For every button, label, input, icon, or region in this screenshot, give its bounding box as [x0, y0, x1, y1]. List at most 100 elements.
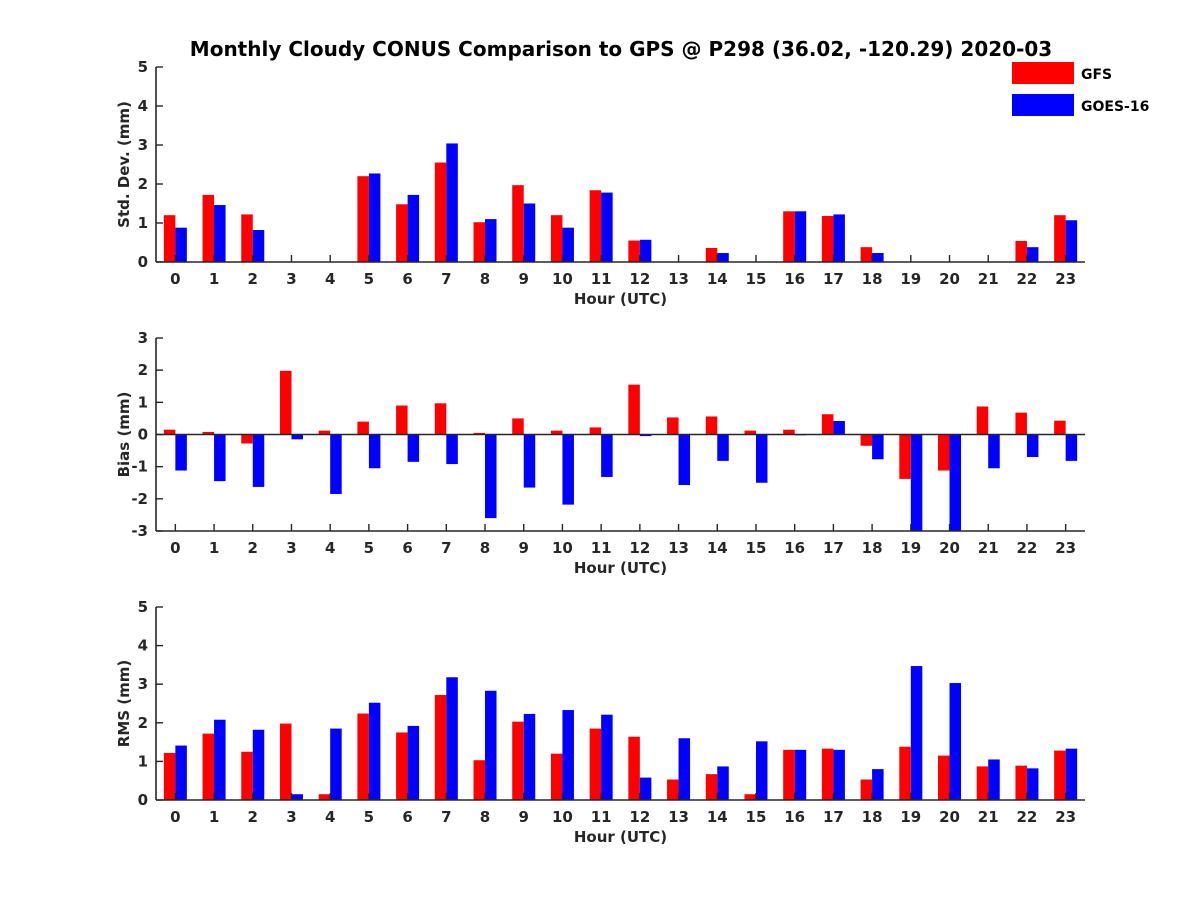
- std-dev-bar-goes16-hour-17: [833, 214, 845, 262]
- std-dev-bar-gfs-hour-8: [473, 222, 486, 262]
- std-dev-bar-goes16-hour-10: [562, 227, 574, 262]
- rms-bar-goes16-hour-23: [1065, 748, 1078, 800]
- bias-bar-goes16-hour-3: [291, 434, 303, 440]
- rms-x-tick-label: 23: [1055, 808, 1076, 826]
- rms-bar-gfs-hour-12: [628, 736, 640, 800]
- rms-bar-gfs-hour-5: [357, 713, 369, 800]
- rms-bar-gfs-hour-21: [976, 766, 989, 800]
- std-dev-bar-gfs-hour-7: [434, 162, 447, 262]
- std-dev-bar-goes16-hour-18: [872, 253, 884, 262]
- rms-bar-gfs-hour-8: [473, 760, 486, 800]
- std-dev-x-tick-label: 0: [170, 270, 180, 288]
- bias-bar-gfs-hour-7: [434, 403, 447, 435]
- bias-bar-gfs-hour-4: [318, 430, 331, 435]
- rms-bar-goes16-hour-7: [446, 677, 458, 800]
- std-dev-x-tick-label: 18: [862, 270, 883, 288]
- rms-x-tick-label: 15: [746, 808, 767, 826]
- rms-bar-goes16-hour-10: [562, 710, 574, 800]
- rms-bar-goes16-hour-20: [949, 683, 962, 800]
- rms-x-tick-label: 3: [286, 808, 296, 826]
- bias-x-axis-label: Hour (UTC): [574, 559, 667, 577]
- bias-bar-goes16-hour-4: [330, 434, 342, 495]
- rms-x-tick-label: 8: [480, 808, 490, 826]
- bias-x-tick-label: 13: [668, 539, 689, 557]
- bias-bar-gfs-hour-21: [976, 406, 989, 435]
- rms-bar-goes16-hour-0: [175, 745, 187, 800]
- rms-bar-gfs-hour-9: [512, 721, 524, 800]
- bias-bar-gfs-hour-19: [899, 434, 911, 479]
- std-dev-bar-gfs-hour-14: [705, 247, 718, 262]
- bias-bar-gfs-hour-22: [1015, 412, 1027, 435]
- std-dev-bar-goes16-hour-5: [368, 173, 381, 262]
- bias-bar-gfs-hour-14: [705, 416, 718, 435]
- bias-x-tick-label: 14: [707, 539, 728, 557]
- std-dev-bar-gfs-hour-10: [550, 215, 563, 262]
- bias-y-tick-label: 3: [138, 329, 148, 347]
- rms-x-tick-label: 11: [591, 808, 612, 826]
- rms-x-tick-label: 14: [707, 808, 728, 826]
- bias-bar-gfs-hour-3: [279, 370, 292, 435]
- std-dev-y-tick-label: 2: [138, 175, 148, 193]
- rms-x-tick-label: 0: [170, 808, 180, 826]
- std-dev-x-tick-label: 3: [286, 270, 296, 288]
- std-dev-x-tick-label: 11: [591, 270, 612, 288]
- std-dev-bar-gfs-hour-17: [821, 215, 834, 262]
- bias-bar-gfs-hour-2: [241, 434, 253, 444]
- std-dev-x-tick-label: 1: [209, 270, 219, 288]
- bias-x-tick-label: 6: [402, 539, 412, 557]
- bias-x-tick-label: 20: [939, 539, 960, 557]
- bias-x-tick-label: 21: [978, 539, 999, 557]
- std-dev-x-tick-label: 21: [978, 270, 999, 288]
- bias-x-tick-label: 0: [170, 539, 180, 557]
- bias-x-tick-label: 9: [519, 539, 529, 557]
- rms-bar-gfs-hour-6: [396, 732, 408, 800]
- std-dev-y-tick-label: 4: [138, 97, 148, 115]
- bias-x-tick-label: 4: [325, 539, 335, 557]
- bias-y-axis-label: Bias (mm): [115, 392, 133, 478]
- rms-x-tick-label: 12: [629, 808, 650, 826]
- bias-x-tick-label: 1: [209, 539, 219, 557]
- bias-x-tick-label: 19: [900, 539, 921, 557]
- bias-bar-gfs-hour-17: [821, 414, 834, 435]
- rms-x-tick-label: 17: [823, 808, 844, 826]
- std-dev-x-tick-label: 5: [364, 270, 374, 288]
- rms-y-tick-label: 2: [138, 714, 148, 732]
- bias-bar-goes16-hour-17: [833, 420, 845, 435]
- rms-bar-goes16-hour-14: [717, 766, 729, 800]
- rms-x-tick-label: 7: [441, 808, 451, 826]
- std-dev-x-tick-label: 23: [1055, 270, 1076, 288]
- bias-bar-gfs-hour-20: [938, 434, 950, 471]
- std-dev-y-tick-label: 0: [138, 253, 148, 271]
- bias-x-tick-label: 23: [1055, 539, 1076, 557]
- bias-bar-gfs-hour-8: [473, 432, 486, 435]
- rms-bar-gfs-hour-20: [938, 755, 950, 800]
- std-dev-y-tick-label: 5: [138, 58, 148, 76]
- bias-bar-goes16-hour-0: [175, 434, 187, 471]
- rms-x-tick-label: 1: [209, 808, 219, 826]
- std-dev-bar-gfs-hour-23: [1054, 215, 1066, 262]
- std-dev-x-tick-label: 2: [248, 270, 258, 288]
- bias-x-tick-label: 2: [248, 539, 258, 557]
- bias-bar-goes16-hour-9: [523, 434, 536, 488]
- bias-bar-goes16-hour-19: [910, 434, 923, 531]
- bias-bar-goes16-hour-23: [1065, 434, 1078, 461]
- std-dev-bar-goes16-hour-1: [214, 205, 226, 262]
- std-dev-x-tick-label: 8: [480, 270, 490, 288]
- std-dev-y-axis-label: Std. Dev. (mm): [115, 101, 133, 228]
- bias-bar-gfs-hour-0: [163, 429, 176, 435]
- rms-y-tick-label: 4: [138, 637, 148, 655]
- bias-bar-gfs-hour-10: [550, 430, 563, 435]
- bias-bar-gfs-hour-5: [357, 421, 369, 435]
- std-dev-x-tick-label: 7: [441, 270, 451, 288]
- rms-bar-goes16-hour-11: [601, 714, 613, 800]
- bias-bar-goes16-hour-13: [678, 434, 691, 485]
- rms-x-tick-label: 13: [668, 808, 689, 826]
- rms-bar-goes16-hour-17: [833, 749, 845, 800]
- std-dev-x-tick-label: 14: [707, 270, 728, 288]
- std-dev-y-tick-label: 1: [138, 214, 148, 232]
- rms-x-tick-label: 20: [939, 808, 960, 826]
- rms-bar-gfs-hour-18: [860, 779, 873, 800]
- std-dev-x-tick-label: 9: [519, 270, 529, 288]
